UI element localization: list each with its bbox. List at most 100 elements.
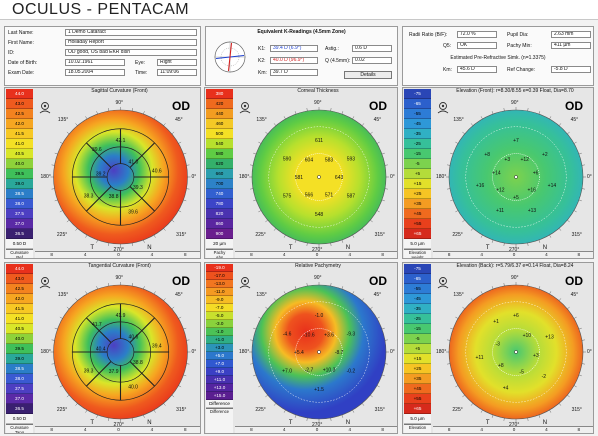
map-value-label: +3: [533, 353, 539, 359]
k2-label: K2:: [258, 58, 266, 64]
map-title: Corneal Thickness: [297, 88, 339, 94]
scale-step: 700: [206, 179, 233, 189]
km-field[interactable]: 39.7 D: [270, 69, 318, 76]
epr-km-label: Km:: [443, 67, 452, 73]
scale-step: 780: [206, 199, 233, 209]
map-value-label: +3.6: [324, 333, 334, 339]
topography-map[interactable]: +6 +10 +13 +3 -2 -5 +4 +8 +11 -3 +1: [433, 269, 594, 427]
scale-step: 42.5: [6, 284, 33, 294]
map-value-label: +10.3: [323, 367, 336, 373]
scale-footer: Difference: [206, 408, 233, 433]
map-value-label: +12: [496, 188, 505, 194]
map-value-label: 587: [347, 193, 356, 199]
pupil-dia-field[interactable]: 2.63 mm: [551, 31, 591, 38]
last-name-field[interactable]: 1 Demo Cataract: [65, 29, 197, 36]
elevation-back-map-panel[interactable]: Elevation (Back): r=5.79/6.37 e=0.14 Flo…: [402, 262, 594, 434]
scale-step: +15: [404, 354, 431, 364]
color-scale[interactable]: 380 420 440 460 500 540 580 620 660 700 740 780 820 8…: [206, 89, 233, 258]
map-value-label: 38.8: [133, 360, 143, 366]
map-value-label: 643: [335, 175, 344, 181]
first-name-field[interactable]: Holladay Report: [65, 39, 197, 46]
color-scale[interactable]: 44.0 43.0 42.5 42.0 41.5 41.0 40.5 40.0 39.5 39.0…: [6, 89, 33, 258]
angle-label-bottom: 270°: [509, 422, 520, 428]
relative-pachymetry-map-panel[interactable]: Relative Pachymetry -19.0 -17.0 -13.0 -11.0-…: [204, 262, 398, 434]
elevation-front-map-panel[interactable]: Elevation (Front): r=8.30/8.55 e=0.39 Fl…: [402, 87, 594, 259]
details-button[interactable]: Details: [344, 71, 392, 79]
scale-step: 500: [206, 129, 233, 139]
k-readings-panel: Equivalent K-Readings (4.5mm Zone) K1: 3…: [205, 26, 398, 86]
eye-view-icon[interactable]: [238, 101, 252, 115]
topography-map[interactable]: -1.0 +3.6 -9.3 -8.7 -0.2 +10.3 +1.5 -2.7 +7.0 +5.…: [235, 269, 398, 427]
color-scale[interactable]: -19.0 -17.0 -13.0 -11.0 -9.0 -7.0 -5.0 -3.0 -1.0…: [206, 264, 233, 433]
scale-step: 660: [206, 169, 233, 179]
map-value-label: 548: [315, 212, 324, 218]
map-value-label: +16: [527, 188, 536, 194]
scale-step: 37.5: [6, 384, 33, 394]
angle-label-tr: 45°: [175, 292, 183, 299]
scale-step: -65: [404, 274, 431, 284]
ref-change-field[interactable]: -5.8 D: [551, 66, 591, 73]
time-field[interactable]: 11:09:06: [157, 69, 197, 76]
eye-field[interactable]: Right: [157, 59, 197, 66]
temporal-label: T: [485, 420, 490, 426]
pachy-min-field[interactable]: 411 µm: [551, 42, 591, 49]
astig-label: Astig.:: [325, 46, 339, 52]
eye-view-icon[interactable]: [436, 101, 450, 115]
scale-step: -11.0: [206, 288, 233, 296]
radii-ratio-label: Radii Ratio (B/F):: [409, 32, 448, 38]
color-scale[interactable]: -75 -65 -55 -45 -35 -25 -15 -5 +5 +15 +25 +35 +45 +55…: [404, 89, 431, 258]
scale-step: 38.5: [6, 189, 33, 199]
scale-step: -35: [404, 304, 431, 314]
scale-step: -45: [404, 119, 431, 129]
scale-footer: Curvature Ref: [6, 249, 33, 258]
angle-label-br: 315°: [571, 231, 582, 238]
eye-view-icon[interactable]: [238, 276, 252, 290]
topography-map[interactable]: 611 583 593 643 587 571 548 566 575 581 590 604: [235, 94, 398, 252]
corneal-thickness-map-panel[interactable]: Corneal Thickness 380 420 440 460 500 540 580 62…: [204, 87, 398, 259]
map-value-label: -8.7: [335, 350, 344, 356]
topography-map[interactable]: 41.9 40.6 39.4 38.8 40.0 37.9 39.3 40.4 41.7: [35, 269, 201, 427]
map-value-label: +2: [542, 152, 548, 158]
map-value-label: +1: [493, 319, 499, 325]
angle-label-br: 315°: [176, 231, 187, 238]
topography-map[interactable]: 42.1 41.0 40.6 39.3 39.6 38.8 38.3 39.2 39.6: [35, 94, 201, 252]
scale-step: 580: [206, 149, 233, 159]
color-scale[interactable]: 44.0 43.0 42.5 42.0 41.5 41.0 40.5 40.0 39.5 39.0…: [6, 264, 33, 433]
exam-date-field[interactable]: 18.05.2004: [65, 69, 125, 76]
scale-step: -35: [404, 129, 431, 139]
k2-field[interactable]: 40.0 D (96.9°): [270, 57, 318, 64]
scale-step: 38.0: [6, 199, 33, 209]
k1-field[interactable]: 39.4 D (6.9°): [270, 45, 318, 52]
topography-map[interactable]: +7 +12 +2 +6 +14 +16 +13 +5 +11 +12 +16 +14 +8 +3: [433, 94, 594, 252]
scale-step: +45: [404, 209, 431, 219]
eye-view-icon[interactable]: [38, 276, 52, 290]
scale-step: +55: [404, 219, 431, 229]
eye-side-label: OD: [369, 99, 387, 113]
radii-ratio-field[interactable]: 72.0 %: [457, 31, 497, 38]
sagittal-curvature-map-panel[interactable]: Sagittal Curvature (Front) 44.0 43.0 42.5 42…: [4, 87, 201, 259]
color-scale[interactable]: -75 -65 -55 -45 -35 -25 -15 -5 +5 +15 +25 +35 +45 +55…: [404, 264, 431, 433]
map-value-label: +3: [504, 157, 510, 163]
scale-step: 44.0: [6, 89, 33, 99]
scale-step: -55: [404, 109, 431, 119]
eye-view-icon[interactable]: [436, 276, 450, 290]
eye-view-icon[interactable]: [38, 101, 52, 115]
dob-field[interactable]: 10.02.1961: [65, 59, 125, 66]
astig-field[interactable]: 0.6 D: [352, 45, 392, 52]
epr-km-field[interactable]: 45.6 D: [457, 66, 497, 73]
map-value-label: 611: [315, 138, 323, 144]
q5-field[interactable]: OK: [457, 42, 497, 49]
eye-label: Eye:: [135, 60, 146, 66]
tangential-curvature-map-panel[interactable]: Tangential Curvature (Front) 44.0 43.0 42.5…: [4, 262, 201, 434]
nasal-label: N: [345, 420, 351, 426]
q-field[interactable]: 0.02: [352, 57, 392, 64]
angle-label-bl: 225°: [56, 231, 68, 238]
scale-step: 38.0: [6, 374, 33, 384]
scale-step: 380: [206, 89, 233, 99]
q-label: Q (4.5mm):: [325, 58, 351, 64]
angle-label-right: 0°: [191, 349, 197, 355]
scale-footer-line1: Curvature: [10, 425, 29, 430]
id-field[interactable]: OD good, OS bad EKR dish: [65, 49, 197, 56]
scale-step: -25: [404, 314, 431, 324]
map-value-label: +14: [492, 171, 501, 177]
